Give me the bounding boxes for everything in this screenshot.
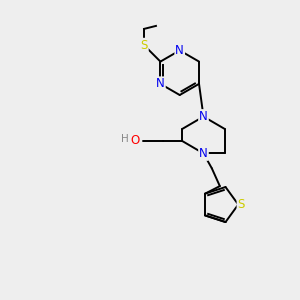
Text: O: O xyxy=(130,134,140,147)
Text: N: N xyxy=(199,110,208,123)
Text: S: S xyxy=(238,198,245,211)
Text: N: N xyxy=(175,44,184,57)
Text: N: N xyxy=(156,77,165,90)
Text: H: H xyxy=(121,134,129,144)
Text: S: S xyxy=(140,39,148,52)
Text: N: N xyxy=(199,147,208,160)
